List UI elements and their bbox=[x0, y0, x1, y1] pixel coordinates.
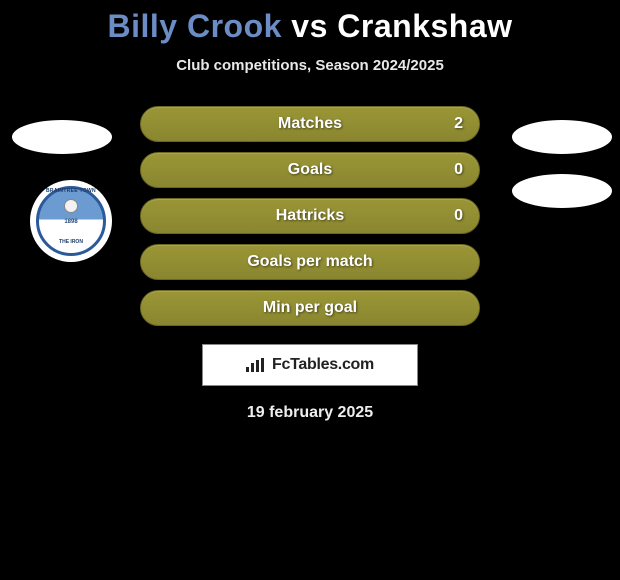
stat-label: Hattricks bbox=[276, 207, 344, 225]
stat-label: Matches bbox=[278, 115, 342, 133]
braintree-town-badge: BRAINTREE TOWN 1898 THE IRON bbox=[36, 186, 106, 256]
stat-right-value: 2 bbox=[454, 115, 463, 133]
stat-right-value: 0 bbox=[454, 207, 463, 225]
player1-avatar-placeholder bbox=[12, 120, 112, 154]
season-subtitle: Club competitions, Season 2024/2025 bbox=[0, 57, 620, 74]
stats-list: Matches 2 Goals 0 Hattricks 0 Goals per … bbox=[140, 106, 480, 326]
player2-club-placeholder bbox=[512, 174, 612, 208]
stat-label: Goals bbox=[288, 161, 332, 179]
stat-row-min-per-goal: Min per goal bbox=[140, 290, 480, 326]
stat-row-matches: Matches 2 bbox=[140, 106, 480, 142]
player1-club-logo: BRAINTREE TOWN 1898 THE IRON bbox=[30, 180, 112, 262]
title-vs: vs bbox=[291, 8, 328, 44]
stat-row-goals-per-match: Goals per match bbox=[140, 244, 480, 280]
stat-row-goals: Goals 0 bbox=[140, 152, 480, 188]
infographic-container: Billy Crook vs Crankshaw Club competitio… bbox=[0, 0, 620, 422]
stat-right-value: 0 bbox=[454, 161, 463, 179]
brand-name: FcTables.com bbox=[272, 356, 374, 374]
club-name-text: BRAINTREE TOWN bbox=[46, 188, 96, 194]
bar-chart-icon bbox=[246, 358, 266, 372]
date-label: 19 february 2025 bbox=[0, 404, 620, 422]
club-nickname-text: THE IRON bbox=[59, 239, 83, 245]
player1-name: Billy Crook bbox=[107, 8, 281, 44]
brand-attribution: FcTables.com bbox=[202, 344, 418, 386]
football-icon bbox=[64, 199, 78, 213]
stat-label: Goals per match bbox=[247, 253, 372, 271]
player2-avatar-placeholder bbox=[512, 120, 612, 154]
player2-name: Crankshaw bbox=[337, 8, 512, 44]
club-year: 1898 bbox=[64, 219, 77, 225]
comparison-title: Billy Crook vs Crankshaw bbox=[0, 8, 620, 45]
stat-label: Min per goal bbox=[263, 299, 357, 317]
stat-row-hattricks: Hattricks 0 bbox=[140, 198, 480, 234]
